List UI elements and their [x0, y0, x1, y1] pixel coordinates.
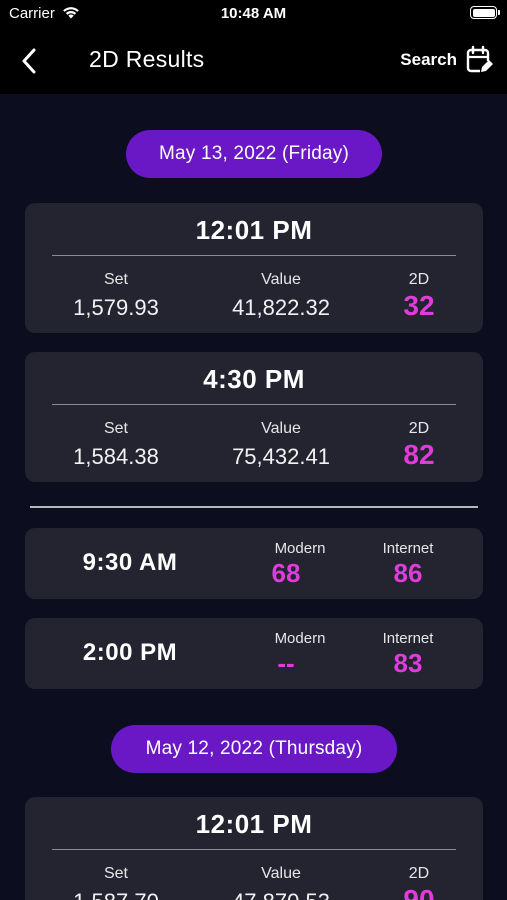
- result-card: 12:01 PM Set Value 2D 1,587.70 47,870.53…: [25, 797, 483, 900]
- session-time: 9:30 AM: [82, 549, 178, 576]
- card-divider: [52, 849, 456, 850]
- modern-internet-card: 2:00 PM Modern Internet -- 83: [25, 618, 483, 689]
- internet-label: Internet: [382, 540, 434, 557]
- result-time: 12:01 PM: [195, 215, 313, 245]
- back-button[interactable]: [14, 44, 44, 78]
- twod-value: 90: [403, 884, 435, 900]
- card-divider: [52, 255, 456, 256]
- calendar-edit-icon[interactable]: [466, 45, 494, 75]
- modern-value: --: [277, 648, 295, 678]
- result-time: 12:01 PM: [195, 809, 313, 839]
- chevron-left-icon: [22, 48, 36, 74]
- modern-label: Modern: [274, 540, 326, 557]
- internet-value: 86: [393, 558, 423, 588]
- modern-internet-card: 9:30 AM Modern Internet 68 86: [25, 528, 483, 599]
- twod-label: 2D: [408, 271, 430, 288]
- date-pill: May 12, 2022 (Thursday): [111, 725, 397, 773]
- twod-value: 32: [403, 290, 435, 321]
- modern-value: 68: [271, 558, 301, 588]
- page-title: 2D Results: [89, 46, 205, 72]
- twod-label: 2D: [408, 420, 430, 437]
- internet-label: Internet: [382, 630, 434, 647]
- result-time: 4:30 PM: [203, 364, 305, 394]
- set-value: 1,579.93: [73, 295, 159, 320]
- carrier-label: Carrier: [9, 5, 55, 22]
- value-label: Value: [261, 420, 301, 437]
- set-label: Set: [103, 420, 128, 437]
- value-value: 75,432.41: [232, 444, 330, 469]
- set-label: Set: [103, 865, 128, 882]
- set-label: Set: [103, 271, 128, 288]
- card-divider: [52, 404, 456, 405]
- twod-value: 82: [403, 439, 435, 470]
- result-card: 12:01 PM Set Value 2D 1,579.93 41,822.32…: [25, 203, 483, 333]
- wifi-icon: [63, 7, 79, 19]
- search-button[interactable]: Search: [400, 50, 457, 69]
- value-value: 41,822.32: [232, 295, 330, 320]
- value-label: Value: [261, 271, 301, 288]
- status-time: 10:48 AM: [220, 5, 287, 22]
- top-bar: Carrier 10:48 AM 2D Results Search: [0, 0, 507, 94]
- section-divider: [30, 506, 478, 508]
- date-pill: May 13, 2022 (Friday): [126, 130, 382, 178]
- value-label: Value: [261, 865, 301, 882]
- status-bar: Carrier 10:48 AM: [0, 0, 507, 28]
- set-value: 1,584.38: [73, 444, 159, 469]
- result-card: 4:30 PM Set Value 2D 1,584.38 75,432.41 …: [25, 352, 483, 482]
- modern-label: Modern: [274, 630, 326, 647]
- twod-label: 2D: [408, 865, 430, 882]
- battery-icon: [470, 6, 500, 19]
- set-value: 1,587.70: [56, 889, 176, 900]
- session-time: 2:00 PM: [82, 639, 178, 666]
- internet-value: 83: [393, 648, 423, 678]
- value-value: 47,870.53: [211, 889, 351, 900]
